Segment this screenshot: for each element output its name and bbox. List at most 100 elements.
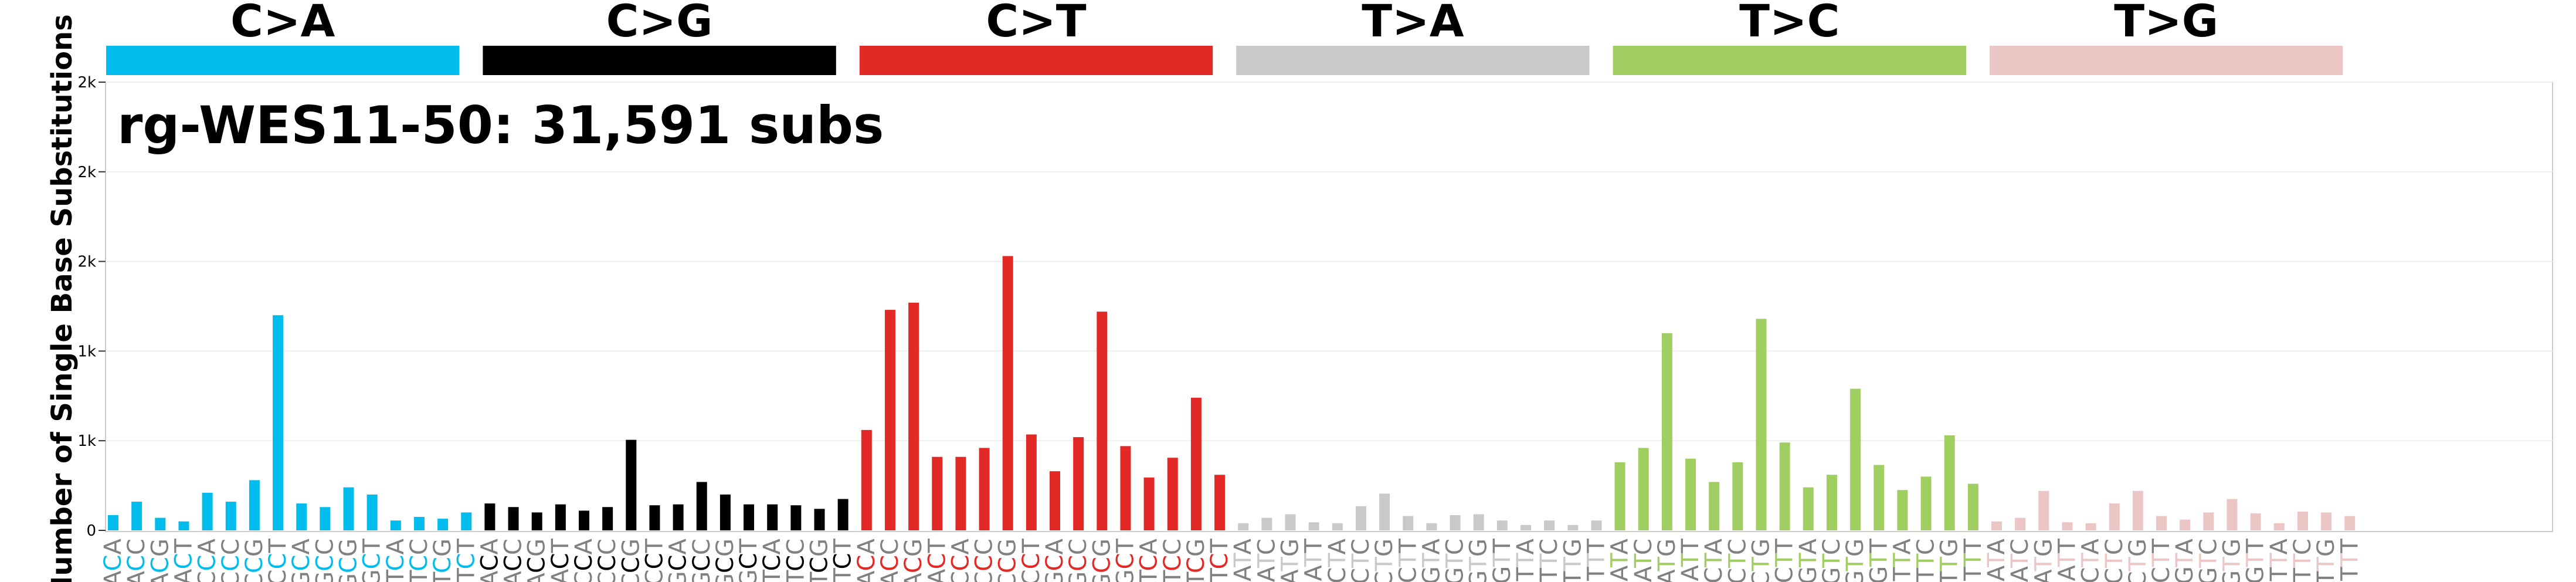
bar — [2297, 511, 2308, 530]
context-label: CTG — [2124, 539, 2151, 582]
bar — [908, 302, 919, 530]
context-label: GCT — [1112, 538, 1139, 582]
context-label: GTA — [1795, 538, 1822, 582]
context-label: CTG — [1371, 539, 1398, 582]
bar — [1967, 483, 1978, 530]
bar — [602, 507, 613, 530]
bar — [296, 503, 307, 530]
mutation-type-band — [1990, 46, 2343, 75]
bar — [2227, 499, 2238, 530]
bar — [1920, 476, 1932, 530]
y-axis-ticks: 0 1k 1k 2k 2k 2k — [77, 74, 106, 540]
bar — [1803, 487, 1814, 530]
context-label: TCG — [1183, 539, 1210, 582]
context-label: TCC — [1159, 539, 1186, 582]
context-label: ACC — [123, 539, 150, 582]
bar — [108, 515, 118, 530]
context-label: TTC — [1536, 539, 1563, 582]
context-label: TCT — [830, 538, 857, 582]
mutation-type-label: C>A — [230, 0, 335, 47]
context-label: CCC — [218, 539, 245, 582]
bar — [790, 505, 802, 530]
bar — [1403, 516, 1414, 530]
context-label: ACA — [853, 538, 880, 582]
bar — [696, 482, 707, 530]
bar — [1544, 520, 1555, 530]
bar — [1709, 482, 1720, 530]
context-label: GCG — [1088, 539, 1115, 582]
bar — [2156, 516, 2167, 530]
mutation-type-label: T>A — [1362, 0, 1464, 47]
bar — [1614, 462, 1625, 530]
context-label: ATC — [2007, 539, 2034, 582]
bar — [673, 504, 684, 530]
bar — [320, 507, 331, 530]
context-label: CCT — [641, 538, 668, 582]
context-label: GCT — [359, 538, 386, 582]
bar — [626, 439, 637, 530]
bar — [2321, 512, 2332, 530]
bar — [1355, 506, 1366, 530]
bar — [2109, 503, 2120, 530]
context-label: ATC — [1630, 539, 1657, 582]
mutation-type-label: C>T — [986, 0, 1086, 47]
context-label: ACT — [547, 538, 574, 582]
bar — [2250, 513, 2261, 530]
bar — [225, 502, 236, 530]
context-label: ATG — [1654, 539, 1681, 582]
bar — [884, 310, 895, 530]
bar — [1944, 435, 1955, 530]
bar — [484, 503, 495, 530]
context-label: GCT — [735, 538, 762, 582]
context-label: TCT — [453, 538, 480, 582]
bar — [814, 509, 825, 530]
context-label: GCC — [311, 539, 338, 582]
context-label: TCA — [1136, 538, 1163, 582]
context-label: TTT — [2336, 538, 2363, 581]
y-tick-label: 0 — [86, 522, 96, 540]
context-label: GCA — [665, 538, 692, 582]
context-label: ACA — [476, 538, 503, 582]
context-label: GTT — [1865, 538, 1892, 582]
bar — [273, 315, 284, 530]
bar — [343, 487, 354, 530]
mutation-type-band — [483, 46, 836, 75]
context-label: CCC — [594, 539, 621, 582]
context-label: TCA — [382, 538, 409, 582]
bar — [1002, 256, 1013, 530]
context-label: ACT — [170, 538, 197, 582]
bar — [1190, 397, 1202, 530]
context-label: CTA — [1324, 538, 1351, 582]
bar — [1473, 514, 1484, 530]
context-label: CCT — [1018, 538, 1045, 582]
context-label: ACG — [524, 539, 551, 582]
bar — [2015, 517, 2026, 530]
bar — [1073, 437, 1084, 530]
context-label: GTG — [1842, 539, 1869, 582]
mutation-type-label: T>C — [1739, 0, 1839, 47]
context-label: GTC — [2195, 539, 2222, 582]
bar — [1214, 475, 1226, 530]
context-label: CTA — [1701, 538, 1727, 582]
context-label: ACA — [100, 538, 127, 582]
context-label: CCC — [971, 539, 998, 582]
context-label: CTT — [2148, 538, 2175, 582]
context-label: ACG — [900, 539, 927, 582]
context-label: GCA — [1041, 538, 1068, 582]
bar — [1897, 490, 1908, 530]
bar — [1850, 388, 1861, 530]
mutation-type-band — [106, 46, 460, 75]
context-label: ATA — [1230, 538, 1257, 581]
context-label: TTT — [1960, 538, 1987, 581]
bar — [649, 505, 660, 530]
context-label: GCG — [712, 539, 739, 582]
bar — [555, 504, 566, 530]
bar — [2273, 523, 2285, 530]
bar — [767, 504, 778, 530]
y-tick-label: 1k — [77, 432, 96, 450]
y-tick-label: 2k — [77, 253, 96, 271]
mutation-type-label: C>G — [606, 0, 713, 47]
bar — [1097, 312, 1108, 530]
bar — [2180, 519, 2191, 530]
bar — [1756, 319, 1767, 530]
